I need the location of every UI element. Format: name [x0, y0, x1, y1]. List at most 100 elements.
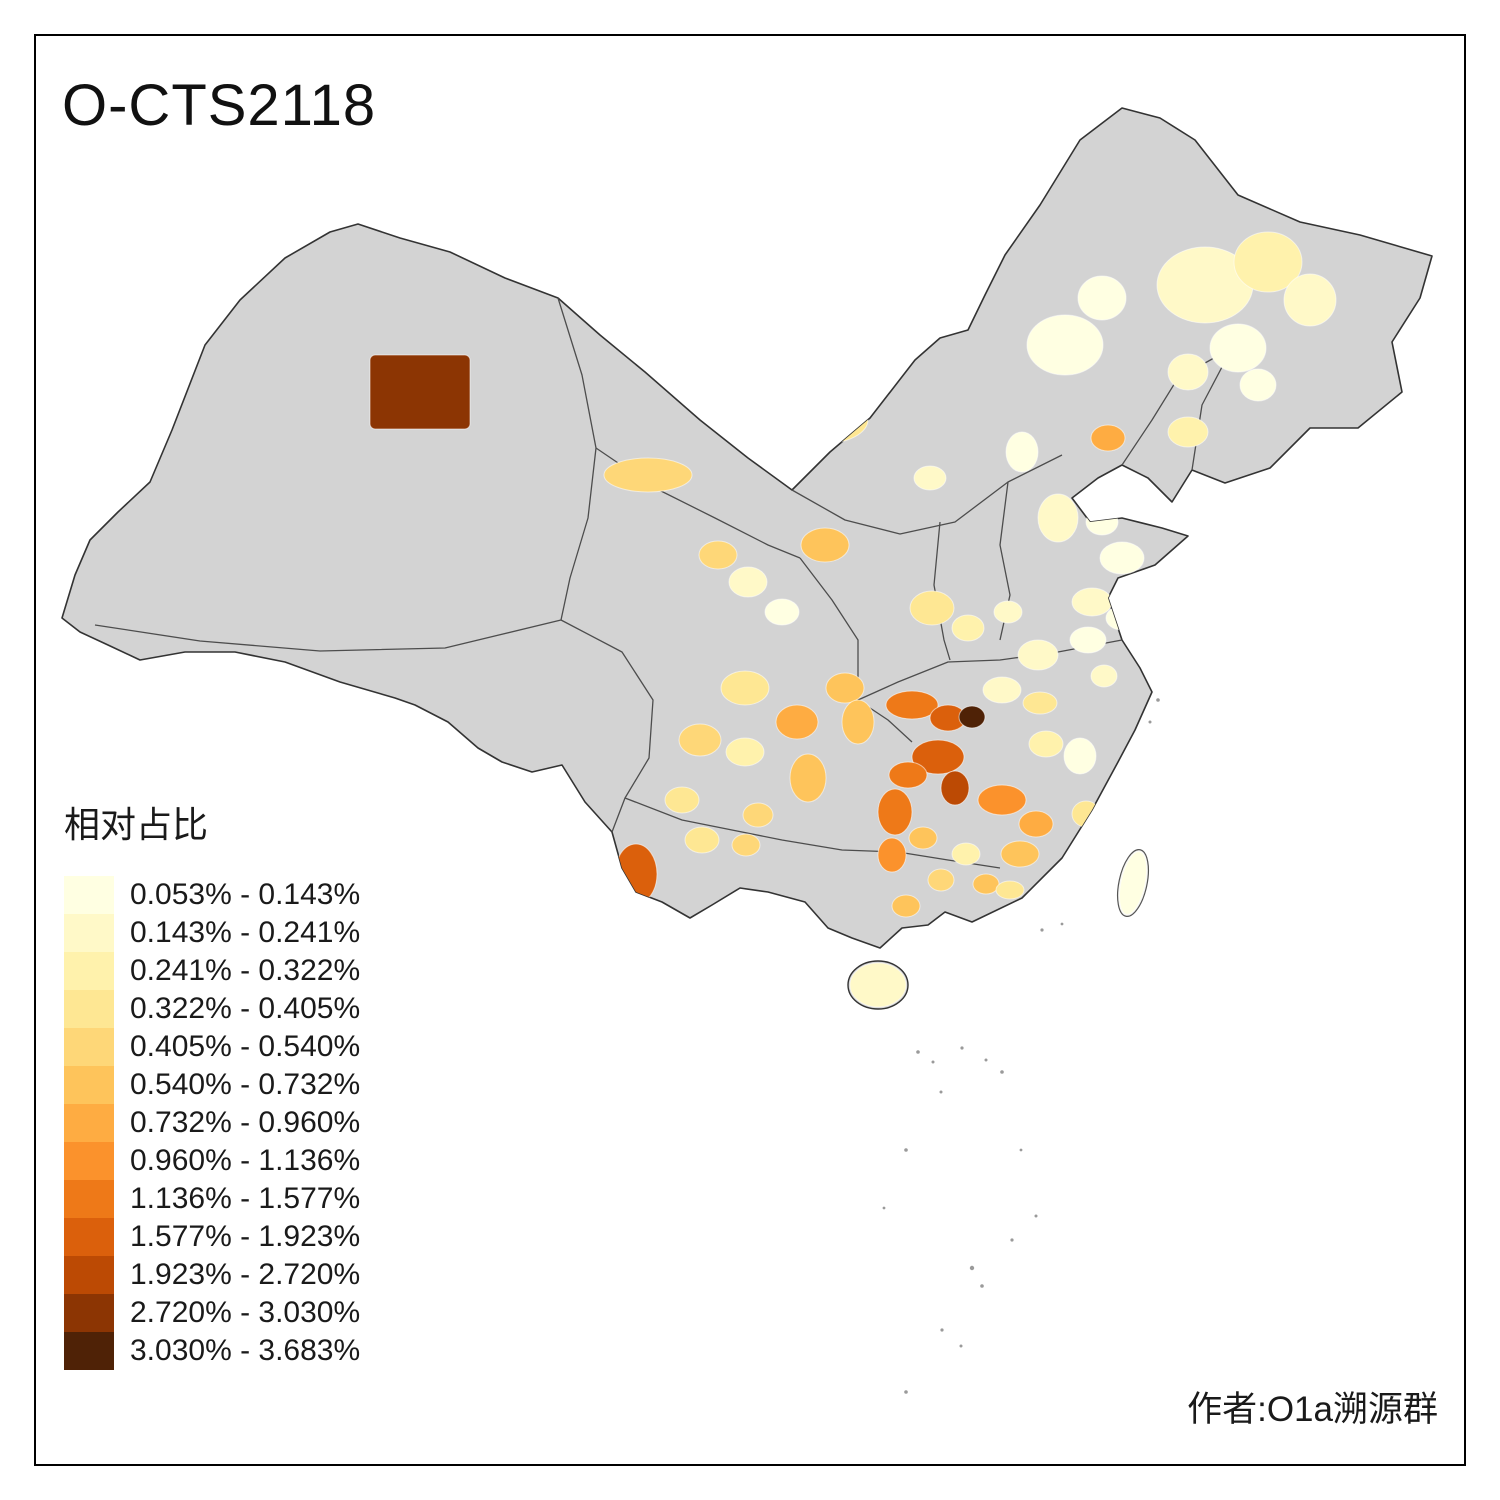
- map-region: [1099, 541, 1145, 575]
- legend-swatch: [64, 1028, 114, 1066]
- legend: 相对占比 0.053% - 0.143% 0.143% - 0.241% 0.241…: [64, 796, 360, 1370]
- map-region: [993, 600, 1023, 624]
- legend-swatch: [64, 1218, 114, 1256]
- map-region: [678, 723, 722, 757]
- legend-label: 0.960% - 1.136%: [130, 1144, 361, 1177]
- map-region: [1018, 810, 1054, 838]
- map-region: [684, 826, 720, 854]
- map-region: [1005, 431, 1039, 473]
- map-region: [1105, 605, 1139, 631]
- map-region: [731, 833, 761, 857]
- map-region: [958, 705, 986, 729]
- map-region: [1167, 353, 1209, 391]
- map-region: [849, 962, 907, 1008]
- map-region: [995, 880, 1025, 900]
- legend-item: 1.577% - 1.923%: [64, 1218, 360, 1256]
- map-region: [888, 761, 928, 789]
- legend-label: 2.720% - 3.030%: [130, 1296, 361, 1329]
- legend-label: 1.136% - 1.577%: [130, 1182, 361, 1215]
- map-region: [1085, 508, 1119, 536]
- map-region: [885, 690, 939, 720]
- map-region: [951, 842, 981, 866]
- legend-item: 0.960% - 1.136%: [64, 1142, 360, 1180]
- map-region: [1063, 737, 1097, 775]
- legend-swatch: [64, 1180, 114, 1218]
- legend-label: 1.923% - 2.720%: [130, 1258, 361, 1291]
- map-region: [1071, 800, 1101, 828]
- legend-swatch: [64, 1104, 114, 1142]
- legend-item: 3.030% - 3.683%: [64, 1332, 360, 1370]
- legend-item: 0.143% - 0.241%: [64, 914, 360, 952]
- map-region: [775, 704, 819, 740]
- legend-swatch: [64, 876, 114, 914]
- map-region: [1209, 323, 1267, 373]
- legend-item: 2.720% - 3.030%: [64, 1294, 360, 1332]
- legend-title: 相对占比: [64, 804, 209, 845]
- island-region-layer: [849, 851, 1147, 1008]
- map-region: [614, 843, 658, 905]
- map-region: [1071, 587, 1113, 617]
- map-region: [742, 802, 774, 828]
- legend-swatch: [64, 914, 114, 952]
- region-layer: [369, 231, 1337, 918]
- map-region: [800, 527, 850, 563]
- legend-label: 0.732% - 0.960%: [130, 1106, 361, 1139]
- legend-item: 0.322% - 0.405%: [64, 990, 360, 1028]
- map-region: [972, 873, 1000, 895]
- attribution-text: 作者:O1a溯源群: [1187, 1390, 1438, 1429]
- legend-label: 0.322% - 0.405%: [130, 992, 361, 1025]
- map-region: [927, 868, 955, 892]
- map-region: [911, 739, 965, 775]
- legend-item: 1.136% - 1.577%: [64, 1180, 360, 1218]
- mainland-landmass: [61, 107, 1433, 949]
- map-region: [764, 598, 800, 626]
- legend-label: 1.577% - 1.923%: [130, 1220, 361, 1253]
- legend-label: 0.143% - 0.241%: [130, 916, 361, 949]
- legend-swatch: [64, 990, 114, 1028]
- map-region: [982, 676, 1022, 704]
- legend-label: 0.540% - 0.732%: [130, 1068, 361, 1101]
- map-region: [1167, 416, 1209, 448]
- map-region: [1028, 730, 1064, 758]
- legend-swatch: [64, 952, 114, 990]
- map-region: [1022, 691, 1058, 715]
- legend-label: 0.405% - 0.540%: [130, 1030, 361, 1063]
- legend-swatch: [64, 1256, 114, 1294]
- map-region: [1000, 840, 1040, 868]
- sea-islets: [882, 698, 1160, 1394]
- map-region: [775, 395, 869, 445]
- map-region: [789, 753, 827, 803]
- map-region: [1090, 664, 1118, 688]
- map-region: [369, 354, 471, 430]
- map-region: [913, 465, 947, 491]
- map-region: [1017, 639, 1059, 671]
- map-region: [1069, 626, 1107, 654]
- map-region: [1283, 273, 1337, 327]
- map-region: [877, 837, 907, 873]
- legend-label: 0.053% - 0.143%: [130, 878, 361, 911]
- map-region: [940, 770, 970, 806]
- legend-item: 0.540% - 0.732%: [64, 1066, 360, 1104]
- legend-item: 1.923% - 2.720%: [64, 1256, 360, 1294]
- map-region: [825, 672, 865, 704]
- map-region: [603, 457, 693, 493]
- legend-label: 3.030% - 3.683%: [130, 1334, 361, 1367]
- legend-item: 0.241% - 0.322%: [64, 952, 360, 990]
- map-region: [1037, 493, 1079, 543]
- legend-swatch: [64, 1294, 114, 1332]
- map-region: [951, 614, 985, 642]
- legend-item: 0.053% - 0.143%: [64, 876, 360, 914]
- map-region: [720, 670, 770, 706]
- map-region: [725, 737, 765, 767]
- legend-swatch: [64, 1142, 114, 1180]
- legend-item: 0.405% - 0.540%: [64, 1028, 360, 1066]
- map-region: [664, 786, 700, 814]
- legend-swatch: [64, 1066, 114, 1104]
- map-region: [908, 826, 938, 850]
- province-borders: [94, 297, 1233, 869]
- map-region: [1239, 368, 1277, 402]
- map-region: [728, 566, 768, 598]
- map-region: [1119, 851, 1147, 915]
